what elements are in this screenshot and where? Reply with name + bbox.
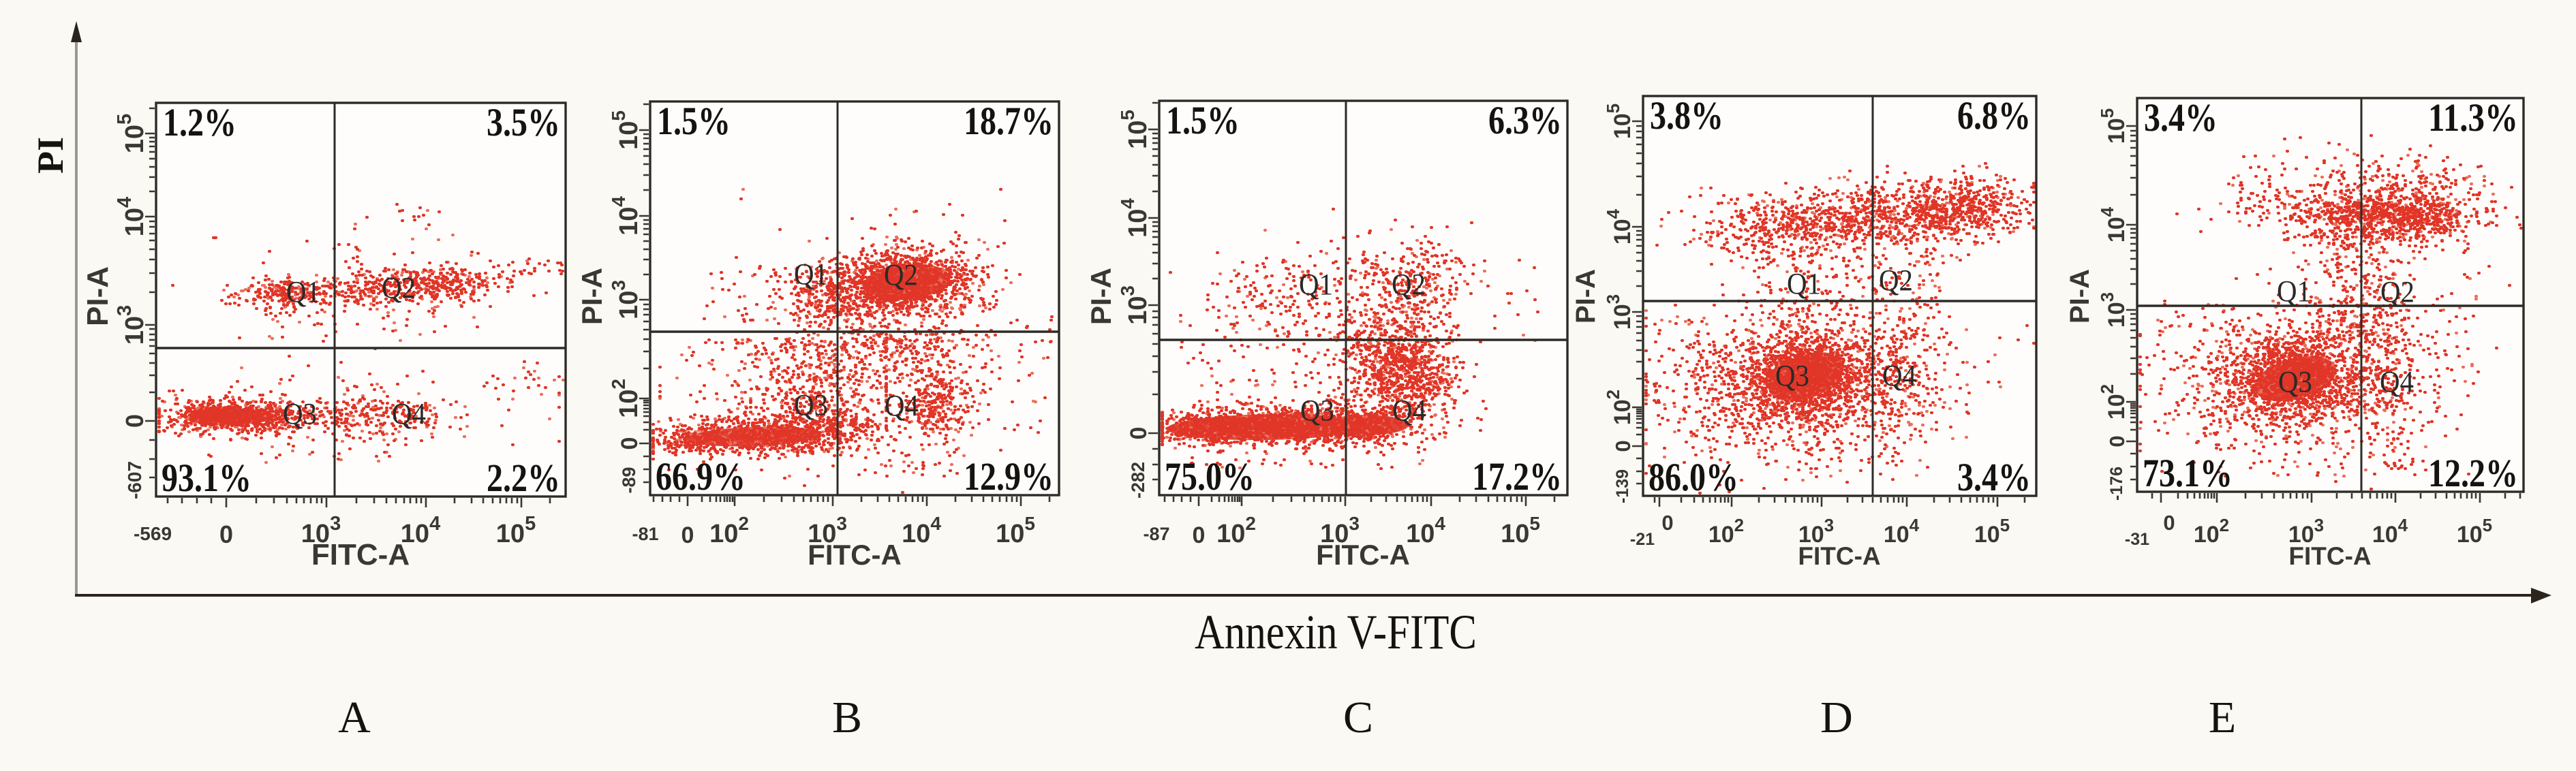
svg-text:Q2: Q2 [1879,264,1913,297]
svg-text:Annexin V-FITC: Annexin V-FITC [1195,605,1477,659]
svg-text:Q3: Q3 [283,397,317,430]
svg-text:0: 0 [681,522,694,548]
svg-text:66.9%: 66.9% [656,454,746,499]
svg-text:93.1%: 93.1% [162,456,251,500]
svg-text:2.2%: 2.2% [487,456,560,500]
svg-text:3.4%: 3.4% [1957,455,2031,499]
svg-text:B: B [832,693,862,742]
svg-text:-607: -607 [124,461,145,499]
svg-text:0: 0 [121,414,149,428]
svg-text:PI-A: PI-A [81,266,114,326]
svg-text:D: D [1820,693,1853,742]
svg-text:-282: -282 [1128,462,1148,499]
svg-text:11.3%: 11.3% [2428,95,2518,140]
svg-text:0: 0 [1126,427,1152,440]
svg-text:3.5%: 3.5% [487,100,560,144]
svg-text:17.2%: 17.2% [1472,454,1562,499]
svg-text:Q1: Q1 [286,275,320,309]
svg-text:6.3%: 6.3% [1488,98,1562,142]
svg-text:FITC-A: FITC-A [2288,542,2371,570]
svg-text:PI-A: PI-A [1085,268,1117,325]
svg-text:18.7%: 18.7% [964,99,1054,143]
svg-text:0: 0 [1661,511,1673,535]
svg-text:0: 0 [1193,522,1206,548]
svg-text:-21: -21 [1630,530,1655,549]
svg-text:-89: -89 [619,467,639,493]
svg-text:Q4: Q4 [392,397,426,430]
svg-text:0: 0 [617,437,643,450]
svg-text:12.9%: 12.9% [964,454,1054,499]
svg-text:-569: -569 [134,523,172,544]
svg-text:A: A [338,693,371,742]
svg-text:6.8%: 6.8% [1957,93,2031,138]
svg-text:1.5%: 1.5% [1166,98,1240,142]
svg-text:Q3: Q3 [1300,394,1334,427]
svg-text:Q2: Q2 [1392,268,1426,301]
svg-text:0: 0 [2105,435,2129,447]
svg-text:PI-A: PI-A [2065,269,2095,324]
svg-text:PI-A: PI-A [576,268,608,325]
svg-text:-31: -31 [2125,530,2149,549]
svg-text:PI: PI [30,137,71,174]
svg-text:86.0%: 86.0% [1649,455,1738,499]
svg-text:C: C [1343,693,1373,742]
svg-text:FITC-A: FITC-A [1316,539,1410,571]
svg-text:0: 0 [2163,511,2175,535]
svg-text:0: 0 [1611,440,1635,452]
svg-text:Q3: Q3 [794,388,828,422]
svg-text:Q4: Q4 [1392,394,1426,427]
svg-text:73.1%: 73.1% [2143,451,2233,495]
svg-text:Q2: Q2 [382,271,416,304]
svg-text:3.4%: 3.4% [2144,95,2218,140]
svg-text:75.0%: 75.0% [1165,454,1255,499]
svg-text:Q4: Q4 [885,389,919,422]
svg-text:Q1: Q1 [1299,268,1333,301]
svg-text:1.5%: 1.5% [657,99,731,143]
svg-text:Q4: Q4 [2380,365,2414,398]
svg-text:Q3: Q3 [1775,359,1809,392]
svg-text:E: E [2209,693,2236,742]
svg-text:1.2%: 1.2% [163,100,236,144]
svg-text:Q4: Q4 [1882,359,1916,392]
svg-text:12.2%: 12.2% [2428,451,2518,495]
svg-text:0: 0 [219,520,233,548]
svg-text:3.8%: 3.8% [1650,93,1723,138]
svg-text:Q1: Q1 [794,257,828,291]
svg-text:-139: -139 [1613,469,1632,503]
svg-text:PI-A: PI-A [1571,269,1601,324]
svg-text:Q3: Q3 [2278,365,2312,398]
svg-text:FITC-A: FITC-A [311,538,410,571]
svg-text:Q2: Q2 [884,258,918,292]
svg-text:FITC-A: FITC-A [1798,542,1880,570]
svg-text:Q1: Q1 [2277,274,2311,308]
svg-text:-176: -176 [2107,467,2126,501]
svg-text:Q2: Q2 [2380,275,2414,309]
svg-text:FITC-A: FITC-A [808,539,902,571]
svg-text:-81: -81 [632,524,658,544]
svg-text:-87: -87 [1143,524,1169,544]
svg-text:Q1: Q1 [1787,267,1821,300]
